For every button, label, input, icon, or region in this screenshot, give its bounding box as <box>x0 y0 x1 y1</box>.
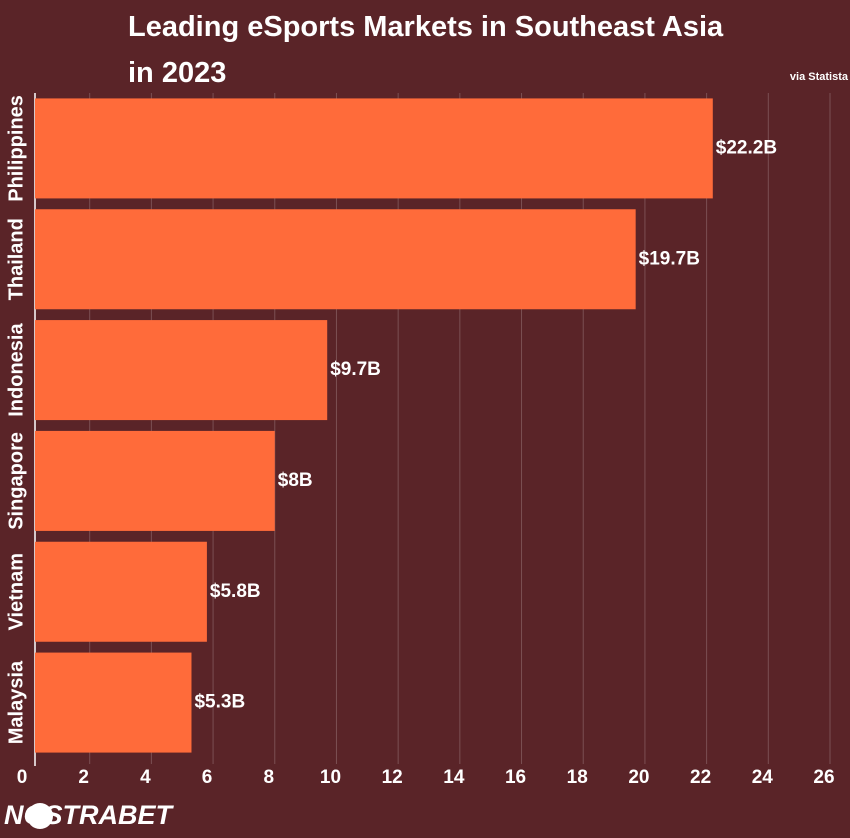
x-tick-label: 8 <box>263 767 274 788</box>
value-label: $5.3B <box>194 692 245 713</box>
bar <box>35 209 636 310</box>
x-tick-label: 20 <box>628 767 649 788</box>
x-tick-label: 0 <box>17 767 28 788</box>
x-tick-label: 6 <box>202 767 213 788</box>
x-tick-label: 14 <box>443 767 465 788</box>
x-tick-label: 18 <box>567 767 588 788</box>
x-tick-label: 10 <box>320 767 341 788</box>
y-tick-label: Thailand <box>5 218 27 300</box>
y-tick-label: Indonesia <box>5 323 27 417</box>
value-label: $22.2B <box>716 137 777 158</box>
x-tick-label: 16 <box>505 767 526 788</box>
x-tick-label: 26 <box>813 767 834 788</box>
y-tick-label: Philippines <box>5 95 27 202</box>
bar <box>35 541 207 642</box>
value-label: $5.8B <box>210 581 261 602</box>
x-tick-label: 2 <box>78 767 89 788</box>
x-tick-label: 22 <box>690 767 711 788</box>
bar <box>35 652 192 753</box>
y-tick-label: Singapore <box>5 432 27 530</box>
chart-title: Leading eSports Markets in Southeast Asi… <box>128 11 724 89</box>
bar <box>35 98 713 199</box>
grid <box>89 93 831 764</box>
source: via Statista <box>790 71 849 83</box>
value-label: $19.7B <box>639 248 700 269</box>
bar <box>35 430 275 531</box>
brand: NOSTRABET <box>4 800 175 830</box>
y-tick-label: Vietnam <box>5 553 27 630</box>
logo: NOSTRABET <box>4 800 175 830</box>
y-tick-label: Malaysia <box>5 660 27 744</box>
logo-ball <box>27 803 53 829</box>
x-tick-label: 4 <box>140 767 151 788</box>
bar <box>35 320 328 421</box>
value-label: $9.7B <box>330 359 381 380</box>
x-tick-label: 12 <box>382 767 403 788</box>
value-label: $8B <box>278 470 313 491</box>
x-tick-label: 24 <box>752 767 774 788</box>
